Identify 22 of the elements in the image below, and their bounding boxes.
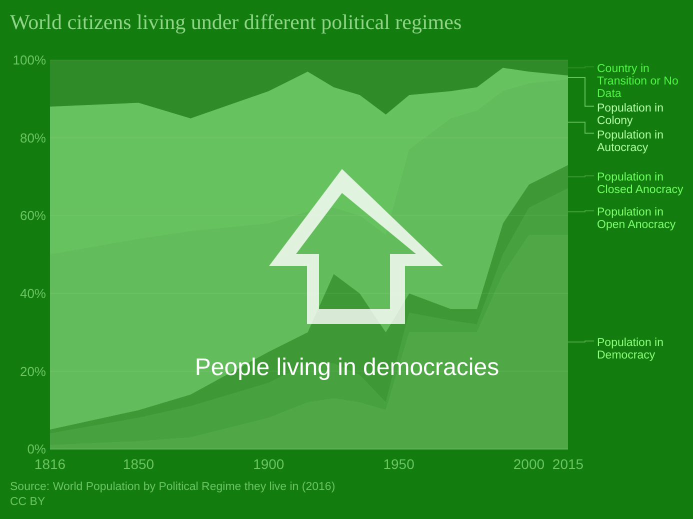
text: Population in Autocracy — [597, 129, 664, 154]
legend-label: Population in Democracy — [597, 337, 664, 362]
y-tick-label: 100% — [12, 52, 46, 68]
y-tick-label: 20% — [20, 364, 46, 379]
y-tick-label: 0% — [27, 442, 46, 457]
y-tick-label: 40% — [20, 286, 46, 301]
legend-label: Population in Closed Anocracy — [597, 172, 684, 196]
x-tick-label: 1850 — [122, 456, 154, 472]
x-tick-label: 1900 — [253, 456, 284, 472]
text: CC BY — [10, 496, 46, 508]
source-note: Source: World Population by Political Regime they live in (2016) — [10, 481, 336, 493]
x-tick-label: 2000 — [513, 456, 545, 472]
annotation: People living in democracies — [194, 354, 500, 381]
legend-label: Country in Transition or No Data — [597, 62, 678, 100]
text: Population in Colony — [597, 102, 664, 127]
y-tick-label: 80% — [20, 130, 46, 146]
y-tick-label: 60% — [20, 208, 46, 224]
legend-label: Population in Open Anocracy — [597, 206, 676, 232]
x-tick-label: 1816 — [34, 456, 66, 472]
x-tick-label: 1950 — [383, 456, 415, 472]
chart-title: World citizens living under different political regimes — [10, 10, 462, 34]
x-tick-label: 2015 — [552, 456, 584, 472]
